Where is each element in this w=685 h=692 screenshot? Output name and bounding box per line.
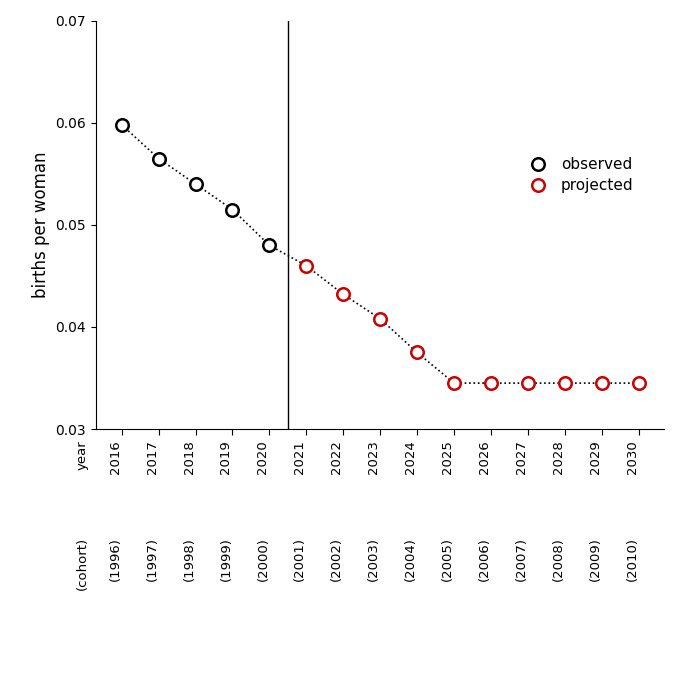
Text: (1996): (1996) [109, 538, 122, 581]
Text: 2029: 2029 [588, 440, 601, 474]
Text: year: year [76, 440, 89, 470]
Text: (1999): (1999) [219, 538, 232, 581]
observed [155, 154, 163, 163]
observed [192, 180, 200, 188]
projected [560, 379, 569, 388]
Text: (1997): (1997) [146, 538, 159, 581]
Text: (2006): (2006) [478, 538, 491, 581]
Text: 2022: 2022 [330, 440, 343, 474]
projected [634, 379, 643, 388]
Text: (2001): (2001) [293, 538, 306, 581]
Text: (2009): (2009) [588, 538, 601, 581]
Text: (2010): (2010) [625, 538, 638, 581]
Text: 2018: 2018 [183, 440, 196, 474]
Text: 2030: 2030 [625, 440, 638, 474]
Text: (2003): (2003) [367, 538, 380, 581]
projected [339, 290, 347, 298]
Text: 2027: 2027 [515, 440, 528, 474]
Text: 2017: 2017 [146, 440, 159, 474]
Text: 2020: 2020 [256, 440, 269, 474]
Line: observed: observed [116, 118, 275, 252]
projected [450, 379, 458, 388]
Text: 2021: 2021 [293, 440, 306, 474]
observed [118, 120, 126, 129]
Text: (1998): (1998) [183, 538, 196, 581]
projected [524, 379, 532, 388]
Text: (2008): (2008) [552, 538, 564, 581]
Text: 2025: 2025 [441, 440, 454, 474]
Text: 2026: 2026 [478, 440, 491, 474]
Text: (2005): (2005) [441, 538, 454, 581]
Text: (2004): (2004) [404, 538, 417, 581]
projected [302, 262, 310, 270]
Text: (2002): (2002) [330, 538, 343, 581]
observed [228, 206, 236, 214]
Text: 2023: 2023 [367, 440, 380, 474]
Y-axis label: births per woman: births per woman [32, 152, 50, 298]
Text: (cohort): (cohort) [76, 538, 89, 590]
Legend: observed, projected: observed, projected [516, 151, 640, 199]
projected [376, 315, 384, 323]
Text: 2028: 2028 [552, 440, 564, 474]
Text: 2024: 2024 [404, 440, 417, 474]
projected [413, 348, 421, 356]
Text: (2000): (2000) [256, 538, 269, 581]
observed [265, 241, 273, 249]
projected [597, 379, 606, 388]
Text: 2019: 2019 [219, 440, 232, 474]
Line: projected: projected [300, 260, 645, 390]
Text: (2007): (2007) [515, 538, 528, 581]
projected [487, 379, 495, 388]
Text: 2016: 2016 [109, 440, 122, 474]
